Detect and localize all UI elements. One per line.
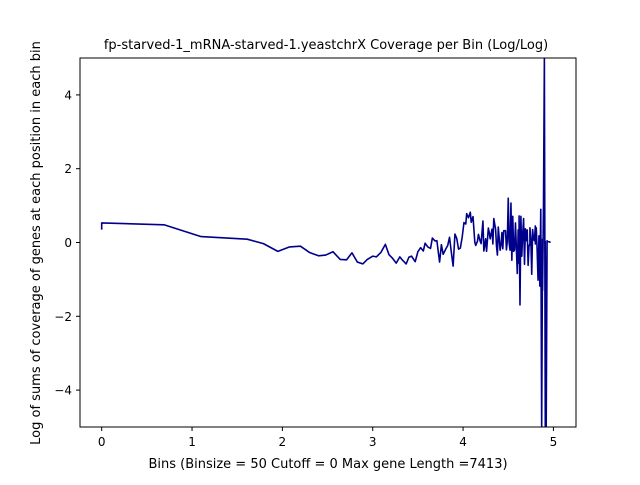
x-tick-label: 2 — [279, 435, 287, 449]
y-axis-label: Log of sums of coverage of genes at each… — [29, 41, 44, 445]
x-tick-label: 5 — [550, 435, 558, 449]
y-axis: −4 −2 0 2 4 — [54, 88, 80, 398]
chart-title: fp-starved-1_mRNA-starved-1.yeastchrX Co… — [104, 38, 548, 53]
y-tick-label: −4 — [54, 384, 72, 398]
x-tick-label: 1 — [188, 435, 196, 449]
y-tick-label: 0 — [64, 236, 72, 250]
x-tick-label: 0 — [98, 435, 106, 449]
x-tick-label: 4 — [459, 435, 467, 449]
y-tick-label: 4 — [64, 88, 72, 102]
series-line — [100, 58, 551, 427]
plot-area — [100, 58, 551, 427]
y-tick-label: 2 — [64, 162, 72, 176]
x-axis-label: Bins (Binsize = 50 Cutoff = 0 Max gene L… — [148, 457, 507, 472]
x-tick-label: 3 — [369, 435, 377, 449]
y-tick-label: −2 — [54, 310, 72, 324]
x-axis: 0 1 2 3 4 5 — [98, 427, 557, 449]
